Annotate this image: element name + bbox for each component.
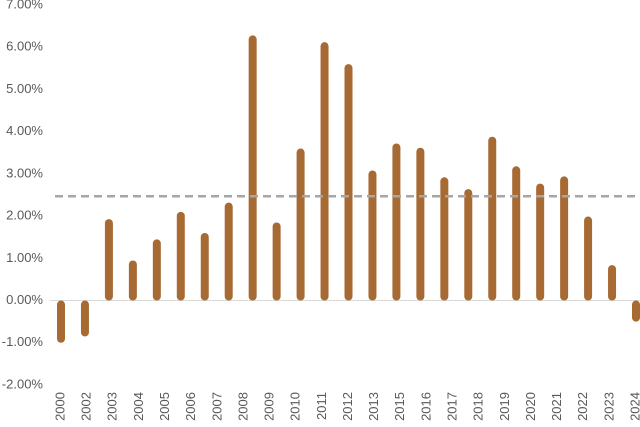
- y-tick-label: 1.00%: [6, 250, 43, 265]
- bar: [200, 233, 209, 301]
- x-tick-label: 2024: [627, 392, 640, 421]
- x-tick-label: 2010: [288, 392, 303, 421]
- x-tick-label: 2020: [523, 392, 538, 421]
- bar: [104, 219, 113, 301]
- bar: [392, 143, 401, 301]
- x-tick-label: 2013: [366, 392, 381, 421]
- bar: [272, 222, 281, 301]
- x-tick-label: 2004: [131, 392, 146, 421]
- bar: [80, 300, 89, 337]
- x-tick-label: 2002: [79, 392, 94, 421]
- y-tick-label: 2.00%: [6, 208, 43, 223]
- bar: [560, 176, 569, 301]
- bar: [440, 177, 449, 301]
- bar: [248, 35, 257, 301]
- bar: [152, 239, 161, 301]
- bar: [176, 211, 185, 301]
- y-tick-label: 7.00%: [6, 0, 43, 11]
- bar: [128, 260, 137, 301]
- x-tick-label: 2000: [52, 392, 67, 421]
- bar: [632, 300, 640, 322]
- bar: [57, 300, 65, 343]
- x-tick-label: 2019: [497, 392, 512, 421]
- y-tick-label: 5.00%: [6, 81, 43, 96]
- x-tick-label: 2012: [340, 392, 355, 421]
- y-tick-label: -2.00%: [2, 376, 44, 391]
- x-tick-label: 2015: [392, 392, 407, 421]
- x-tick-label: 2008: [235, 392, 250, 421]
- x-tick-label: 2007: [209, 392, 224, 421]
- y-tick-label: 4.00%: [6, 123, 43, 138]
- bar: [512, 166, 521, 301]
- y-tick-label: -1.00%: [2, 334, 44, 349]
- x-tick-label: 2006: [183, 392, 198, 421]
- bar: [296, 148, 305, 301]
- bar: [608, 265, 617, 301]
- x-tick-label: 2003: [105, 392, 120, 421]
- x-tick-label: 2016: [418, 392, 433, 421]
- x-tick-label: 2022: [575, 392, 590, 421]
- x-tick-label: 2009: [262, 392, 277, 421]
- bar: [584, 216, 593, 301]
- y-tick-label: 3.00%: [6, 165, 43, 180]
- bar: [416, 147, 425, 301]
- x-tick-label: 2018: [471, 392, 486, 421]
- bar: [224, 202, 233, 301]
- x-tick-label: 2011: [314, 392, 329, 420]
- y-tick-label: 0.00%: [6, 292, 43, 307]
- x-tick-label: 2021: [549, 392, 564, 421]
- bar: [488, 136, 497, 301]
- x-tick-label: 2017: [444, 392, 459, 421]
- x-tick-label: 2005: [157, 392, 172, 421]
- bar: [320, 42, 329, 301]
- bar: [536, 183, 545, 301]
- bar: [368, 170, 377, 301]
- bar: [344, 64, 353, 301]
- y-tick-label: 6.00%: [6, 39, 43, 54]
- x-tick-label: 2023: [601, 392, 616, 421]
- bar: [464, 189, 473, 301]
